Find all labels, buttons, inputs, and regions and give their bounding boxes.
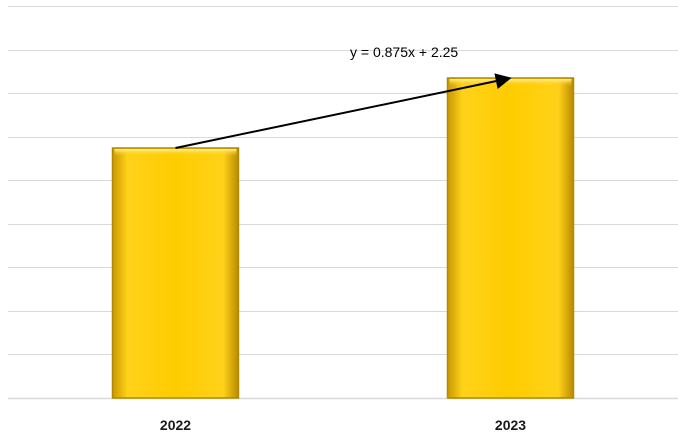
bar-2022 [111,147,240,399]
trendline-equation: y = 0.875x + 2.25 [350,44,458,60]
x-tick-label: 2022 [160,417,191,433]
bar-body [111,147,240,399]
bar-2023 [446,77,575,399]
x-axis-tick-labels: 2022 2023 [160,417,526,433]
trendline-group: y = 0.875x + 2.25 [175,44,512,149]
bar-highlight [449,79,572,86]
bar-highlight [114,149,237,156]
gridlines [8,6,678,400]
bars [111,77,575,399]
x-tick-label: 2023 [495,417,526,433]
bar-body [446,77,575,399]
trendline [175,73,512,149]
